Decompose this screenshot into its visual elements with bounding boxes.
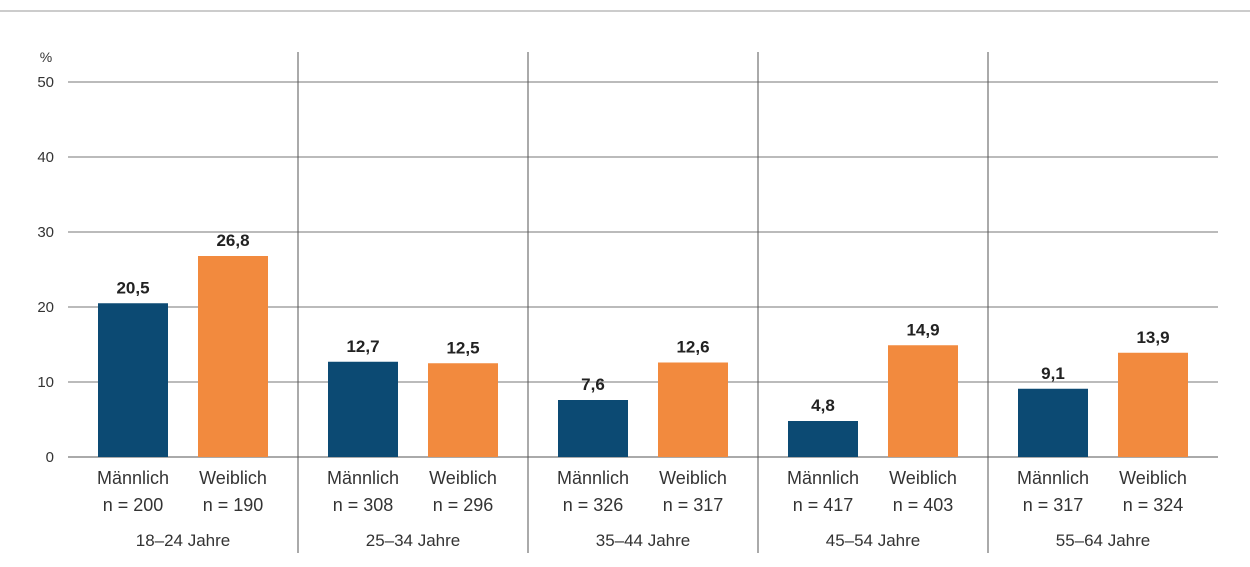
- category-label: Männlich: [787, 468, 859, 488]
- sample-size-label: n = 296: [433, 495, 494, 515]
- sample-size-label: n = 417: [793, 495, 854, 515]
- data-label: 9,1: [1041, 364, 1065, 383]
- y-axis-unit: %: [40, 49, 52, 65]
- category-label: Weiblich: [659, 468, 727, 488]
- category-label: Weiblich: [429, 468, 497, 488]
- sample-size-label: n = 308: [333, 495, 394, 515]
- bar-male: [788, 421, 858, 457]
- bar-female: [658, 362, 728, 457]
- category-label: Weiblich: [889, 468, 957, 488]
- sample-size-label: n = 326: [563, 495, 624, 515]
- y-axis-ticks: 0 10 20 30 40 50: [37, 74, 54, 466]
- category-label: Männlich: [557, 468, 629, 488]
- bar-male: [558, 400, 628, 457]
- bar-male: [328, 361, 398, 457]
- sample-size-label: n = 324: [1123, 495, 1184, 515]
- age-group-label: 18–24 Jahre: [136, 531, 231, 550]
- data-label: 4,8: [811, 396, 835, 415]
- data-label: 7,6: [581, 375, 605, 394]
- y-tick-label: 50: [37, 74, 54, 91]
- category-label: Männlich: [327, 468, 399, 488]
- category-label: Weiblich: [199, 468, 267, 488]
- group-dividers: [297, 52, 989, 553]
- data-label: 20,5: [116, 278, 149, 297]
- data-label: 12,7: [346, 337, 379, 356]
- y-tick-label: 30: [37, 224, 54, 241]
- data-label: 13,9: [1136, 328, 1169, 347]
- age-group-label: 45–54 Jahre: [826, 531, 921, 550]
- sample-size-label: n = 403: [893, 495, 954, 515]
- sample-size-label: n = 190: [203, 495, 264, 515]
- age-group-label: 55–64 Jahre: [1056, 531, 1151, 550]
- sample-size-label: n = 317: [663, 495, 724, 515]
- bar-female: [428, 363, 498, 457]
- bar-female: [198, 256, 268, 457]
- category-label: Männlich: [97, 468, 169, 488]
- y-tick-label: 20: [37, 299, 54, 316]
- category-label: Männlich: [1017, 468, 1089, 488]
- bar-female: [888, 345, 958, 457]
- sample-size-label: n = 200: [103, 495, 164, 515]
- data-label: 14,9: [906, 320, 939, 339]
- y-tick-label: 10: [37, 374, 54, 391]
- bar-female: [1118, 352, 1188, 457]
- data-label: 26,8: [216, 231, 249, 250]
- x-axis-labels: Männlich n = 200 Weiblich n = 190 18–24 Jahr…: [97, 468, 1187, 550]
- sample-size-label: n = 317: [1023, 495, 1084, 515]
- bars: 20,5 26,8 12,7 12,5 7,6 12,6 4,8 14,9 9,1 13,9: [98, 231, 1188, 457]
- bar-male: [1018, 388, 1088, 457]
- y-tick-label: 40: [37, 149, 54, 166]
- bar-male: [98, 303, 168, 457]
- age-group-label: 25–34 Jahre: [366, 531, 461, 550]
- age-group-label: 35–44 Jahre: [596, 531, 691, 550]
- y-tick-label: 0: [46, 449, 54, 466]
- category-label: Weiblich: [1119, 468, 1187, 488]
- data-label: 12,6: [676, 338, 709, 357]
- data-label: 12,5: [446, 338, 479, 357]
